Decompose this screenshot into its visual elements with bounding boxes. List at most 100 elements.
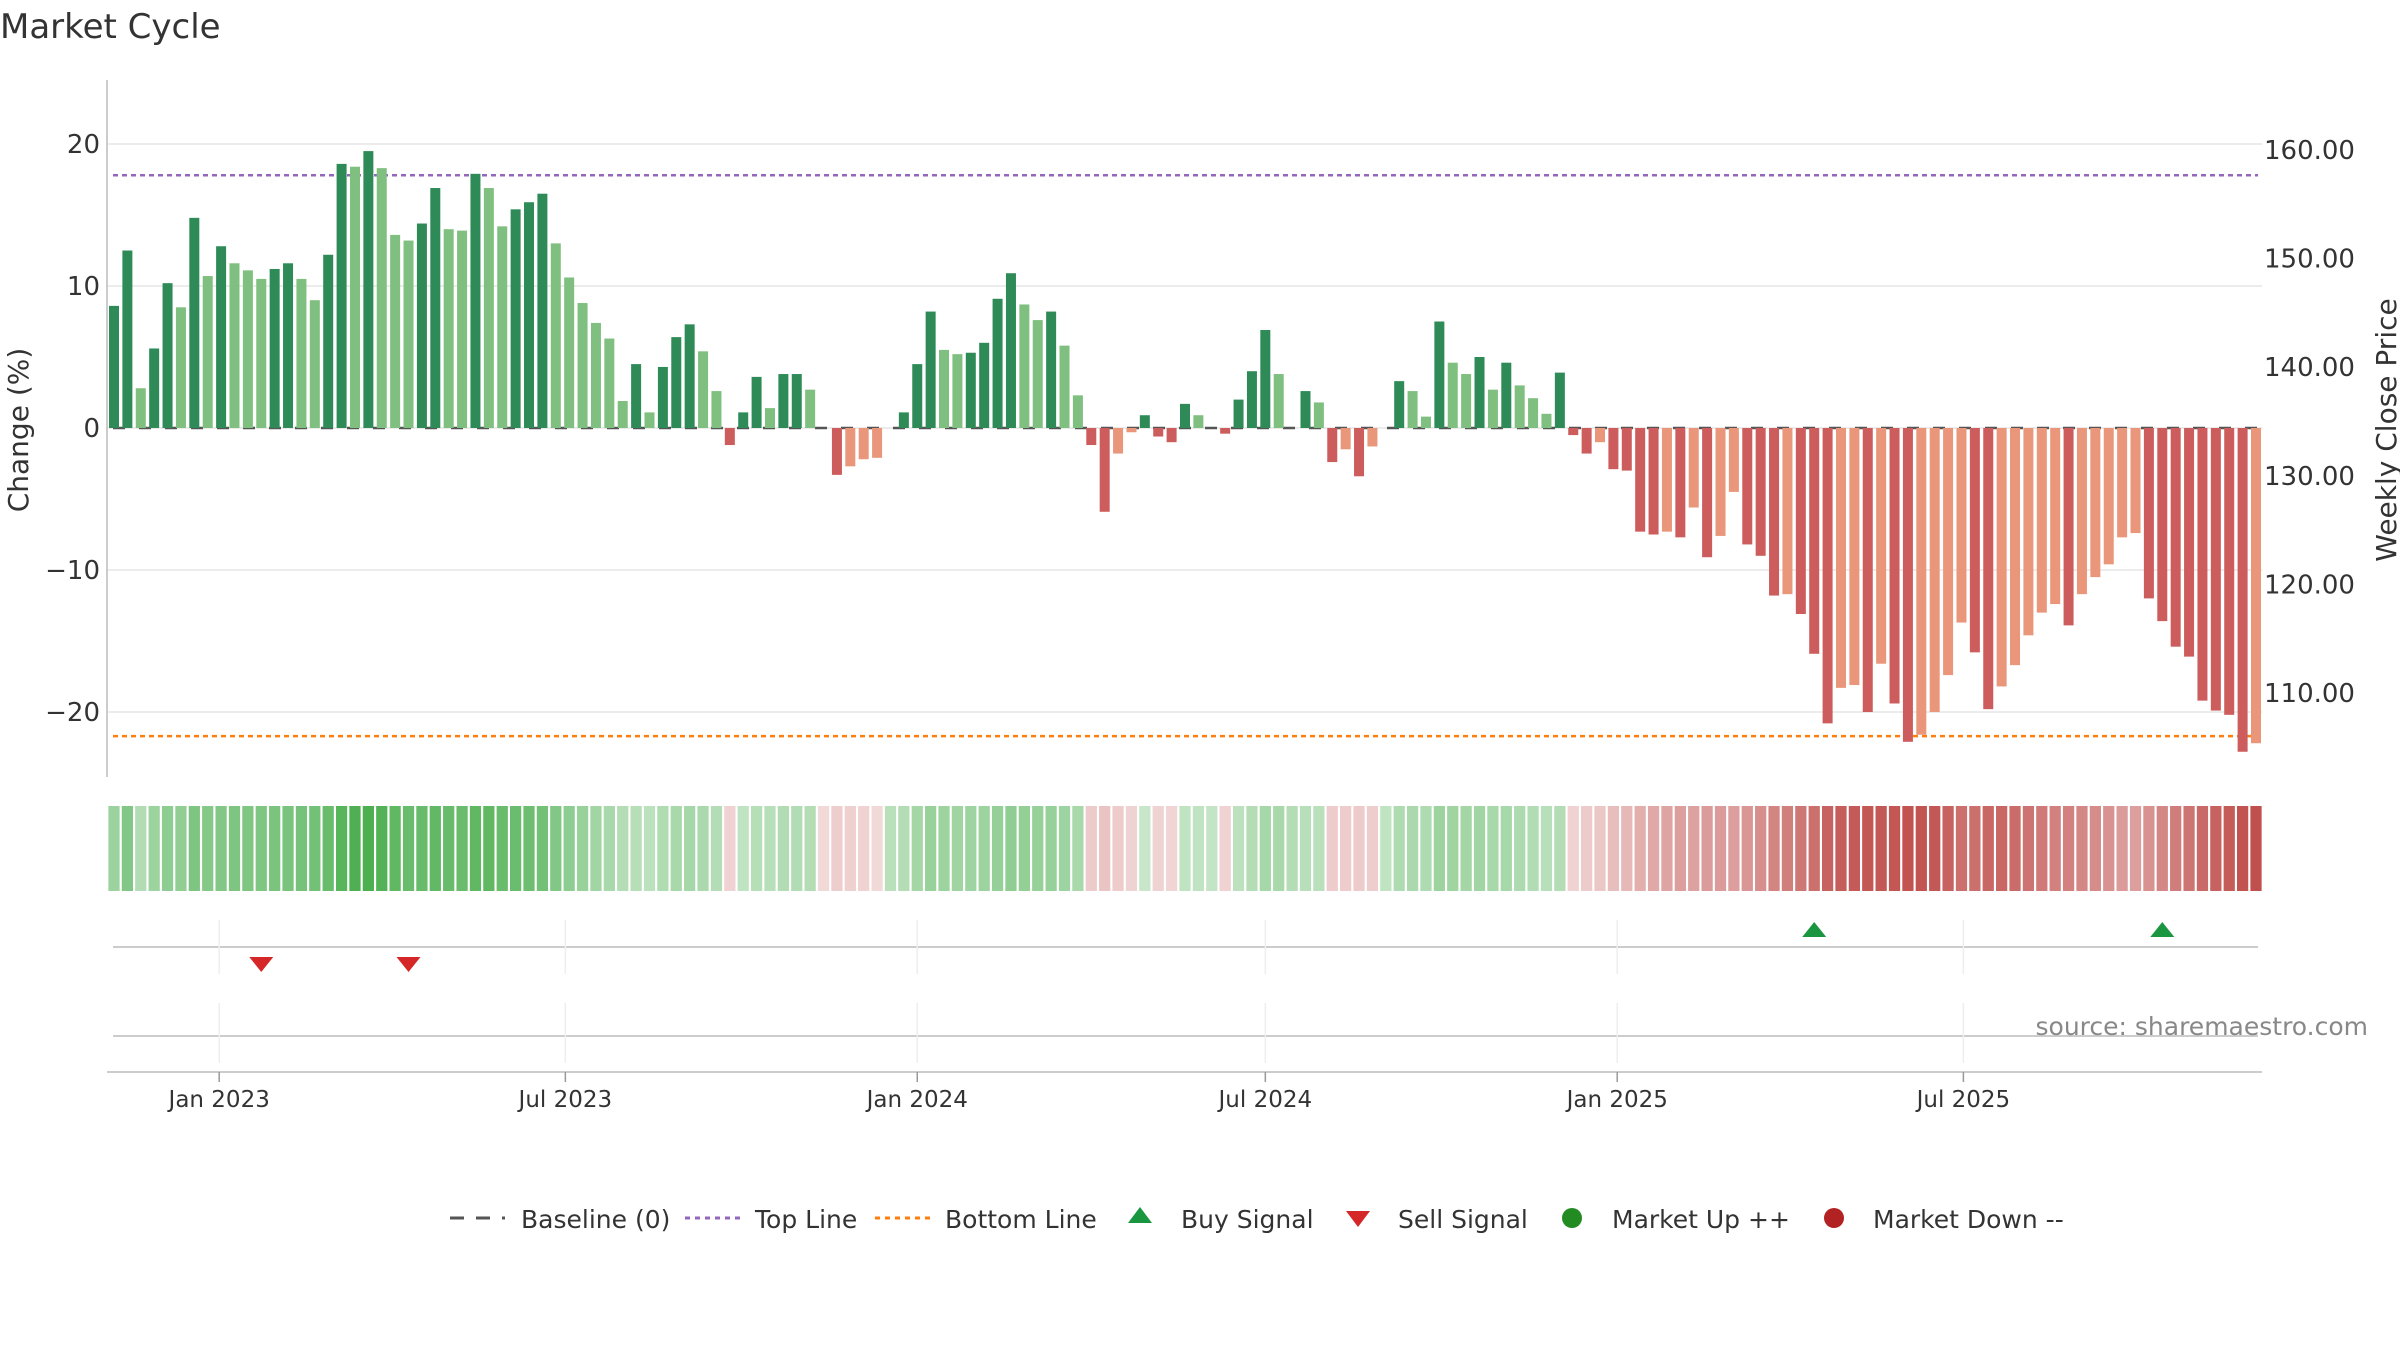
heat-cell (724, 806, 736, 891)
heat-cell (1206, 806, 1218, 891)
change-bar (791, 374, 802, 428)
heat-cell (1540, 806, 1553, 891)
change-bar (1916, 428, 1927, 735)
heat-cell (148, 806, 160, 891)
change-bar (1782, 428, 1793, 595)
heat-cell (1406, 806, 1419, 891)
change-bar (550, 243, 561, 428)
change-bar (109, 305, 119, 428)
change-bar (2090, 428, 2101, 578)
change-bar (1661, 428, 1672, 532)
heat-cell (1299, 806, 1312, 891)
right-y-axis-label: Weekly Close Price (2370, 298, 2400, 561)
change-bar (1595, 428, 1606, 443)
heat-cell (670, 806, 682, 891)
x-tick-label: Jul 2024 (1217, 1087, 1313, 1113)
heat-cell (1848, 806, 1860, 891)
change-bar (1929, 428, 1940, 712)
heat-cell (2236, 806, 2249, 891)
change-bar (349, 166, 360, 428)
buy-signal-marker (2150, 922, 2175, 937)
change-bar (1675, 428, 1686, 538)
heat-cell (777, 806, 789, 891)
heat-cell (2036, 806, 2048, 891)
change-bar (135, 388, 146, 428)
source-text: source: sharemaestro.com (2036, 1012, 2369, 1041)
heat-cell (737, 806, 749, 891)
change-bar (1327, 428, 1338, 463)
change-bar (858, 428, 869, 460)
heat-cell (1781, 806, 1794, 891)
heat-cell (643, 806, 656, 891)
heat-cell (1018, 806, 1030, 891)
change-bar (1019, 304, 1030, 428)
heat-cell (242, 806, 254, 891)
change-bar (1514, 385, 1525, 428)
heat-cell (1473, 806, 1486, 891)
legend-sell-label: Sell Signal (1398, 1205, 1528, 1234)
change-bar (1032, 320, 1043, 428)
change-bar (992, 298, 1003, 428)
change-bar (1621, 428, 1632, 471)
heat-cell (335, 806, 348, 891)
legend-buy-icon (1128, 1207, 1152, 1223)
change-bar (269, 268, 280, 428)
heat-cell (282, 806, 294, 891)
change-bar (510, 209, 521, 428)
heat-cell (1969, 806, 1981, 891)
change-bar (122, 250, 133, 428)
x-axis-ticks: Jan 2023 Jul 2023 Jan 2024 Jul 2024 Jan 2025… (167, 920, 2011, 1113)
heat-cell (215, 806, 227, 891)
heat-cell (1661, 806, 1673, 891)
heat-cell (1099, 806, 1111, 891)
heat-cell (1112, 806, 1124, 891)
heat-cell (135, 806, 147, 891)
change-bar (1139, 415, 1150, 428)
heat-cell (1165, 806, 1178, 891)
heat-cell (1460, 806, 1472, 891)
heat-cell (1942, 806, 1954, 891)
heat-cell (991, 806, 1004, 891)
change-bar (2170, 428, 2181, 647)
heat-cell (1259, 806, 1271, 891)
change-bar (778, 374, 789, 428)
heat-cell (376, 806, 388, 891)
change-bar (1809, 428, 1820, 654)
y-tick-label: 10 (67, 272, 100, 302)
change-bar (1099, 428, 1110, 512)
y-tick-label: −20 (45, 698, 100, 728)
right-y-tick-label: 150.00 (2264, 245, 2355, 275)
change-bar (1367, 428, 1378, 447)
change-bar (2063, 428, 2074, 626)
change-bar (831, 428, 842, 475)
x-tick-label: Jul 2025 (1915, 1087, 2011, 1113)
heat-cell (1888, 806, 1901, 891)
change-bar (2023, 428, 2034, 636)
change-bar (1956, 428, 1967, 623)
change-bar (2184, 428, 2195, 657)
change-bar (2076, 428, 2087, 595)
heat-cell (817, 806, 830, 891)
change-bar (1876, 428, 1887, 664)
heat-cell (443, 806, 455, 891)
change-bar (1554, 372, 1565, 428)
heat-cell (884, 806, 897, 891)
right-y-tick-label: 110.00 (2264, 679, 2355, 709)
change-bar (617, 401, 628, 428)
change-bar (175, 307, 186, 428)
heat-cell (228, 806, 241, 891)
change-bar (644, 412, 655, 428)
heat-cell (1567, 806, 1579, 891)
heat-cell (496, 806, 508, 891)
heat-cell (791, 806, 803, 891)
heat-cell (1741, 806, 1753, 891)
heat-cell (309, 806, 321, 891)
change-bar (764, 408, 775, 428)
heat-cell (2049, 806, 2061, 891)
change-bar (363, 151, 374, 428)
sell-signal-marker (249, 957, 274, 972)
change-bar (537, 193, 548, 428)
change-bar (149, 348, 160, 428)
legend-market-down-label: Market Down -- (1873, 1205, 2064, 1234)
heat-cell (1647, 806, 1660, 891)
